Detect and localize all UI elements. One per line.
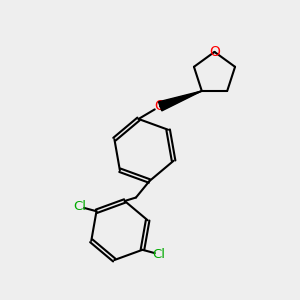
Text: O: O (155, 99, 166, 113)
Text: Cl: Cl (74, 200, 86, 213)
Polygon shape (158, 91, 202, 111)
Text: O: O (209, 45, 220, 59)
Text: Cl: Cl (152, 248, 166, 261)
